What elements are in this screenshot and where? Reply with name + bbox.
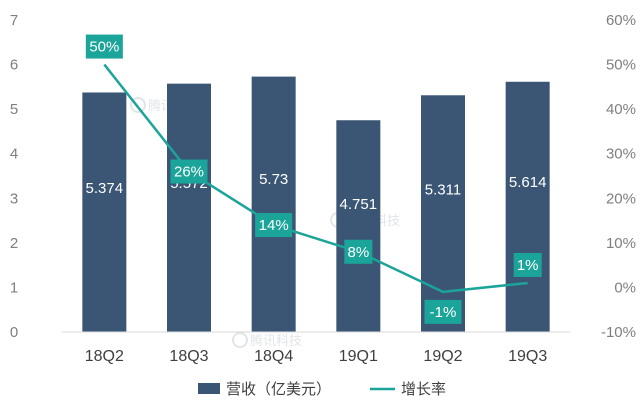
- left-tick-label: 2: [10, 235, 18, 252]
- revenue-bar: [167, 83, 211, 332]
- left-tick-label: 4: [10, 146, 18, 163]
- x-tick-label: 19Q2: [423, 348, 462, 365]
- left-tick-label: 5: [10, 101, 18, 118]
- left-tick-label: 6: [10, 57, 18, 74]
- x-tick-label: 18Q3: [169, 348, 208, 365]
- x-axis-ticks: 18Q2 18Q3 18Q4 19Q1 19Q2 19Q3: [85, 348, 548, 365]
- growth-label: 14%: [255, 213, 293, 238]
- bar-value-label: 5.614: [509, 174, 547, 191]
- watermark: 腾讯科技: [232, 332, 302, 348]
- growth-labels: 50% 26% 14% 8% -1% 1%: [85, 34, 542, 324]
- revenue-bars: [82, 76, 550, 332]
- growth-line-path: [103, 63, 528, 294]
- right-axis-ticks: -10% 0% 10% 20% 30% 40% 50% 60%: [601, 12, 636, 341]
- right-tick-label: 30%: [606, 146, 636, 163]
- bar-value-label: 5.311: [425, 182, 461, 199]
- growth-label-box: [255, 213, 293, 238]
- growth-line: [103, 63, 528, 294]
- growth-label-text: 1%: [517, 257, 539, 274]
- growth-label-box: [344, 239, 373, 264]
- revenue-bar: [421, 95, 465, 332]
- growth-label-box: [170, 159, 208, 184]
- right-tick-label: 40%: [606, 101, 636, 118]
- bar-value-label: 5.374: [86, 180, 124, 197]
- right-tick-label: 20%: [606, 190, 636, 207]
- x-tick-label: 18Q4: [254, 348, 293, 365]
- growth-label-text: 26%: [174, 164, 204, 181]
- revenue-bar: [82, 92, 127, 332]
- left-tick-label: 7: [10, 12, 18, 29]
- left-axis-ticks: 0 1 2 3 4 5 6 7: [10, 12, 18, 341]
- growth-label: 1%: [513, 252, 542, 277]
- x-tick-label: 18Q2: [85, 348, 124, 365]
- growth-label-box: [85, 34, 123, 59]
- revenue-bar: [336, 120, 381, 332]
- growth-label-text: -1%: [430, 304, 457, 321]
- right-tick-label: -10%: [601, 324, 636, 341]
- x-tick-label: 19Q3: [508, 348, 547, 365]
- legend-swatch-revenue: [198, 383, 220, 394]
- legend-label-revenue: 营收（亿美元）: [226, 381, 331, 398]
- growth-label-box: [424, 299, 462, 324]
- watermark-text: 腾讯科技: [250, 333, 302, 348]
- watermark-icon: [130, 97, 146, 113]
- right-tick-label: 10%: [606, 235, 636, 252]
- x-tick-label: 19Q1: [339, 348, 378, 365]
- right-tick-label: 0%: [614, 279, 636, 296]
- growth-label: -1%: [424, 299, 462, 324]
- growth-label: 26%: [170, 159, 208, 184]
- right-tick-label: 50%: [606, 57, 636, 74]
- growth-label: 50%: [85, 34, 123, 59]
- right-tick-label: 60%: [606, 12, 636, 29]
- legend: 营收（亿美元） 增长率: [198, 381, 446, 398]
- revenue-bar: [505, 81, 550, 332]
- watermark-icon: [232, 332, 248, 348]
- revenue-bar: [251, 76, 296, 332]
- growth-label-text: 8%: [347, 244, 369, 261]
- growth-label-text: 50%: [89, 39, 119, 56]
- growth-label-box: [513, 252, 542, 277]
- growth-label: 8%: [344, 239, 373, 264]
- bar-value-label: 5.73: [259, 171, 288, 188]
- left-tick-label: 1: [10, 279, 18, 296]
- left-tick-label: 0: [10, 324, 18, 341]
- growth-label-text: 14%: [259, 217, 289, 234]
- legend-label-growth: 增长率: [401, 381, 446, 398]
- bar-value-label: 4.751: [340, 196, 378, 213]
- left-tick-label: 3: [10, 190, 18, 207]
